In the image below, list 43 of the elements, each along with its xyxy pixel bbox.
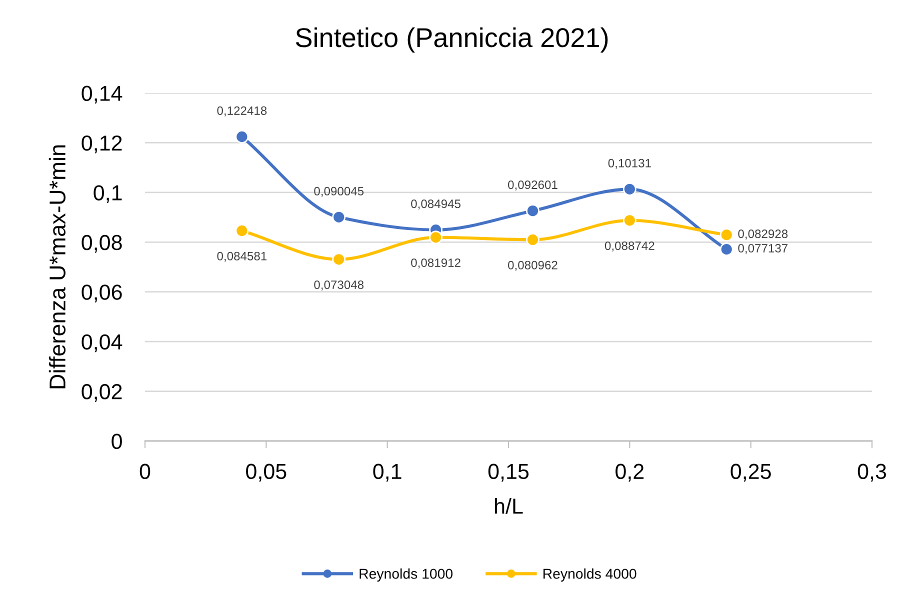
x-tick-label: 0,3 xyxy=(858,464,886,482)
x-tick-label: 0,1 xyxy=(373,464,402,482)
data-label: 0,10131 xyxy=(608,158,651,169)
point xyxy=(720,228,734,242)
data-label: 0,084945 xyxy=(411,200,460,210)
x-axis-title: h/L xyxy=(495,498,523,514)
point xyxy=(332,210,346,224)
data-label: 0,073048 xyxy=(314,280,364,290)
y-tick-label: 0,08 xyxy=(82,234,122,253)
point xyxy=(526,204,540,218)
data-label: 0,082928 xyxy=(738,230,788,240)
point xyxy=(622,214,636,228)
legend-label: Reynolds 1000 xyxy=(360,568,453,582)
x-tick-label: 0,05 xyxy=(246,464,286,482)
point xyxy=(235,224,249,238)
legend-label: Reynolds 4000 xyxy=(543,568,636,582)
y-tick-label: 0,06 xyxy=(82,284,122,302)
point xyxy=(622,182,636,196)
y-tick-label: 0,14 xyxy=(82,86,122,104)
y-tick-label: 0,12 xyxy=(82,135,122,154)
x-tick-label: 0 xyxy=(140,464,150,480)
x-tick-label: 0,25 xyxy=(730,464,771,482)
point xyxy=(526,233,540,246)
point xyxy=(235,130,249,144)
y-axis-title: Differenza U*max-U*min xyxy=(48,145,66,388)
point xyxy=(429,230,443,244)
point xyxy=(332,252,346,266)
data-label: 0,084581 xyxy=(217,252,267,262)
y-tick-label: 0,04 xyxy=(82,334,122,352)
x-tick-label: 0,2 xyxy=(616,464,644,482)
data-label: 0,081912 xyxy=(411,258,460,268)
y-tick-label: 0 xyxy=(112,434,122,450)
y-tick-label: 0,02 xyxy=(82,384,122,402)
point xyxy=(720,242,734,256)
data-label: 0,077137 xyxy=(738,244,788,254)
chart-title: Sintetico (Panniccia 2021) xyxy=(296,27,608,53)
y-tick-label: 0,1 xyxy=(94,185,122,203)
data-label: 0,088742 xyxy=(604,241,654,252)
data-label: 0,080962 xyxy=(508,260,558,271)
x-tick-label: 0,15 xyxy=(488,464,529,482)
data-label: 0,122418 xyxy=(217,106,267,116)
data-label: 0,092601 xyxy=(508,180,558,190)
data-label: 0,090045 xyxy=(314,186,364,197)
